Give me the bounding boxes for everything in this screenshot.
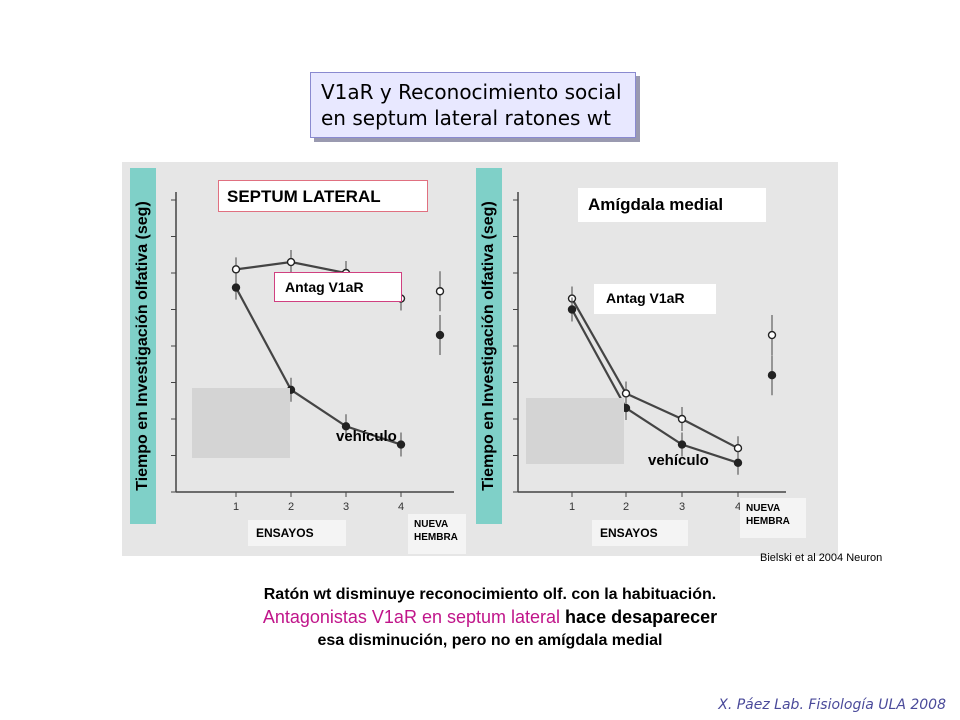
x-tick-label: 4	[398, 501, 404, 513]
data-point-1	[341, 422, 351, 431]
plot-amigdala: 1 2 3 4	[513, 192, 786, 513]
plot-septum: 1 2 3 4	[171, 192, 454, 513]
slide-title: V1aR y Reconocimiento social en septum l…	[310, 72, 636, 138]
x-tick-label: 1	[569, 501, 575, 513]
x-tick-label: 3	[343, 501, 349, 513]
data-point-0	[231, 265, 241, 274]
caption: Ratón wt disminuye reconocimiento olf. c…	[150, 584, 830, 652]
masked-region	[526, 398, 624, 464]
caption-line-1: Ratón wt disminuye reconocimiento olf. c…	[263, 586, 717, 603]
data-point-extra-1	[435, 330, 445, 340]
y-axis-label-septum: Tiempo en Investigación olfativa (seg)	[130, 168, 156, 524]
x-axis-label-amigdala: ENSAYOS	[592, 520, 688, 546]
series-line-1	[571, 308, 739, 464]
data-point-1	[396, 440, 406, 449]
data-point-1	[733, 458, 743, 467]
chart-title-amigdala: Amígdala medial	[578, 188, 766, 222]
x-tick-label: 4	[735, 501, 741, 513]
citation: Bielski et al 2004 Neuron	[760, 552, 883, 564]
chart-panel-amigdala: 1 2 3 4 Tiempo en Investigación olfativa (s…	[466, 162, 838, 556]
data-point-0	[286, 257, 296, 267]
data-point-1	[231, 283, 241, 292]
caption-accent-antagonistas: Antagonistas V1aR	[262, 607, 417, 627]
series-label-antag-septum: Antag V1aR	[274, 272, 402, 302]
x-axis-label-septum: ENSAYOS	[248, 520, 346, 546]
caption-mid: en	[416, 607, 447, 627]
series-line-0	[571, 298, 739, 450]
footer-credit: X. Páez Lab. Fisiología ULA 2008	[718, 697, 946, 713]
data-point-1	[567, 305, 577, 314]
data-point-1	[677, 440, 687, 449]
masked-region	[192, 388, 290, 458]
series-label-vehiculo-septum: vehículo	[336, 428, 397, 445]
series-line-1	[235, 287, 402, 446]
caption-end: hace desaparecer	[560, 607, 718, 627]
title-line-2: en septum lateral ratones wt	[321, 106, 611, 130]
x-extra-label-amigdala: NUEVA HEMBRA	[740, 498, 806, 538]
data-point-extra-1	[767, 370, 777, 380]
caption-line-3: esa disminución, pero no en amígdala med…	[317, 632, 663, 649]
caption-line-2: Antagonistas V1aR en septum lateral hace…	[150, 606, 830, 630]
data-point-extra-0	[767, 330, 777, 340]
data-point-0	[621, 389, 631, 398]
chart-panel-septum: 1 2 3 4 Tiempo en Investigación olfativa (s…	[122, 162, 480, 556]
caption-accent-septum: septum lateral	[446, 607, 561, 627]
data-point-0	[677, 414, 687, 424]
series-label-vehiculo-amigdala: vehículo	[648, 452, 709, 469]
x-tick-label: 3	[679, 501, 685, 513]
x-tick-label: 1	[233, 501, 239, 513]
data-point-0	[733, 444, 743, 453]
data-point-extra-0	[435, 287, 445, 296]
x-tick-label: 2	[623, 501, 629, 513]
title-line-1: V1aR y Reconocimiento social	[321, 80, 622, 104]
x-tick-label: 2	[288, 501, 294, 513]
y-axis-label-amigdala: Tiempo en Investigación olfativa (seg)	[476, 168, 502, 524]
chart-title-septum: SEPTUM LATERAL	[218, 180, 428, 212]
series-label-antag-amigdala: Antag V1aR	[594, 284, 716, 314]
